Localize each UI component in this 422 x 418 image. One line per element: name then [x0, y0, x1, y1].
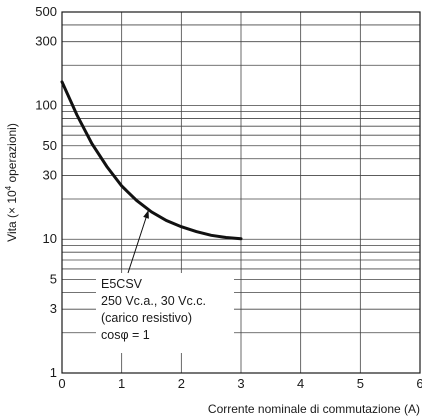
x-tick-label: 3 [237, 376, 244, 391]
x-axis-label: Corrente nominale di commutazione (A) [208, 402, 420, 416]
y-tick-label: 1 [50, 365, 57, 380]
y-tick-label: 5 [50, 272, 57, 287]
x-tick-label: 4 [297, 376, 304, 391]
data-series [60, 80, 243, 241]
y-tick-label: 3 [50, 301, 57, 316]
x-tick-label: 2 [178, 376, 185, 391]
x-tick-label: 6 [416, 376, 422, 391]
y-tick-label: 100 [35, 97, 57, 112]
x-tick-label: 5 [357, 376, 364, 391]
x-axis-ticks: 0 1 2 3 4 5 6 [58, 376, 422, 391]
y-tick-label: 30 [43, 167, 57, 182]
y-axis-label: Vita (× 104 operazioni) [4, 123, 19, 242]
annotation-arrow-head [143, 210, 149, 219]
y-tick-label: 10 [43, 231, 57, 246]
y-tick-label: 300 [35, 34, 57, 49]
y-tick-label: 50 [43, 138, 57, 153]
annotation-text-line: (carico resistivo) [101, 311, 192, 325]
annotation: E5CSV 250 Vc.a., 30 Vc.c. (carico resistiv… [96, 210, 234, 353]
y-tick-label: 500 [35, 4, 57, 19]
annotation-arrow-line [127, 210, 149, 274]
x-tick-label: 1 [118, 376, 125, 391]
y-axis-label-exp: 4 [4, 185, 13, 190]
y-axis-label-after: operazioni) [5, 123, 19, 186]
annotation-text-line: cosφ = 1 [101, 328, 150, 342]
y-axis-label-before: Vita (× 10 [5, 190, 19, 242]
annotation-background [96, 273, 234, 353]
y-axis-ticks: 1 3 5 10 30 50 100 300 500 [35, 4, 57, 380]
x-tick-label: 0 [58, 376, 65, 391]
annotation-text-line: E5CSV [101, 277, 143, 291]
series-line [60, 80, 243, 241]
plot-frame [61, 11, 421, 374]
grid-lines [61, 11, 421, 374]
annotation-text-line: 250 Vc.a., 30 Vc.c. [101, 294, 206, 308]
